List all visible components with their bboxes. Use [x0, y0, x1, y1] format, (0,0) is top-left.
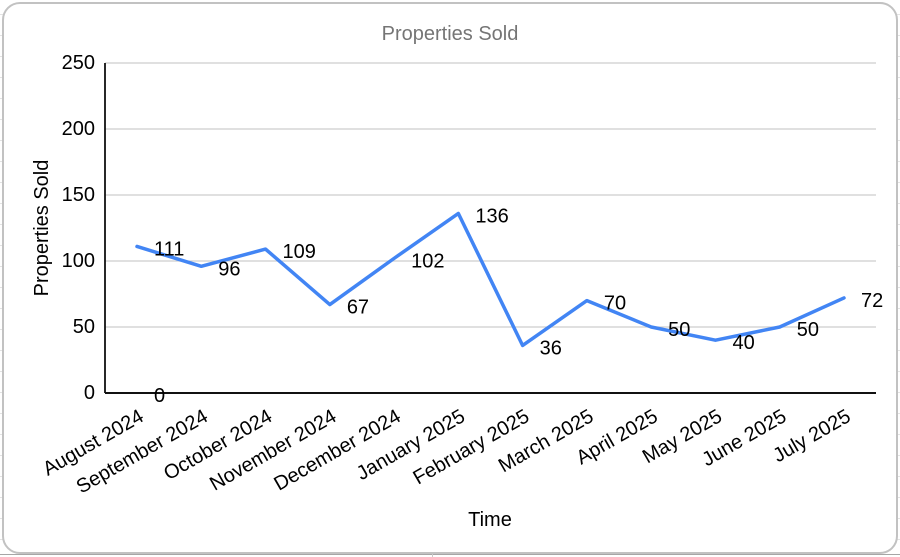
y-axis-tick-label: 150: [62, 184, 95, 206]
data-point-label: 50: [797, 319, 819, 341]
data-point-label: 40: [732, 332, 754, 354]
y-axis-tick-label: 250: [62, 52, 95, 74]
chart-title: Properties Sold: [382, 23, 519, 45]
data-point-label: 96: [218, 258, 240, 280]
sheet-gridline-stubs-right: [897, 14, 900, 543]
data-point-label: 50: [668, 319, 690, 341]
y-axis-tick-label: 0: [84, 382, 95, 404]
data-point-label: 67: [347, 297, 369, 319]
data-point-label: 136: [475, 205, 508, 227]
data-point-label: 111: [154, 238, 184, 260]
y-axis-tick-label: 200: [62, 118, 95, 140]
y-axis-title: Properties Sold: [31, 160, 53, 297]
sheet-row-line: [0, 554, 900, 555]
data-point-label: 109: [283, 241, 316, 263]
data-point-label: 72: [861, 290, 883, 312]
sheet-column-stub: [432, 553, 433, 557]
data-series-line: [135, 211, 846, 348]
data-point-label: 102: [411, 250, 444, 272]
y-axis-tick-label: 50: [73, 316, 95, 338]
sheet-gridline-stubs-left: [0, 14, 3, 543]
annotation-label: 0: [154, 385, 165, 407]
x-axis-title: Time: [468, 509, 512, 531]
y-axis-tick-label: 100: [62, 250, 95, 272]
data-point-label: 36: [540, 337, 562, 359]
data-point-label: 70: [604, 293, 626, 315]
